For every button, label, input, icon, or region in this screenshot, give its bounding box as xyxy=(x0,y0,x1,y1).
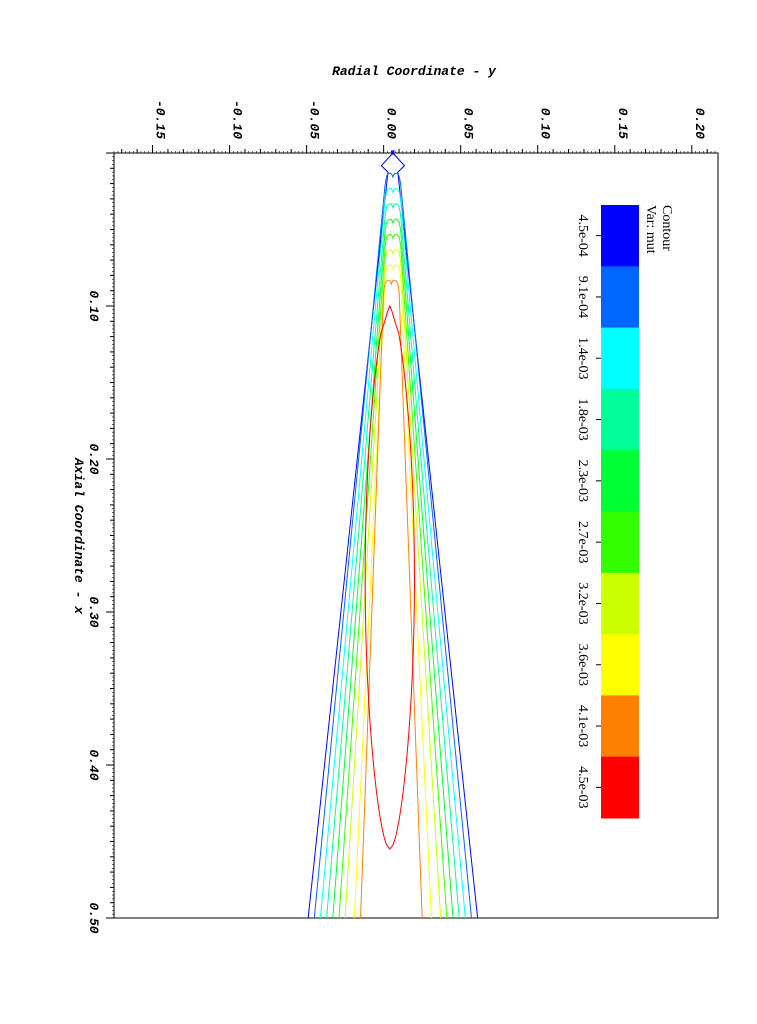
y-tick-label: -0.05 xyxy=(307,100,322,139)
contour-line-9.1e-04 xyxy=(313,172,472,919)
legend-title: Contour xyxy=(659,205,674,251)
contour-line-1.8e-03 xyxy=(326,203,460,919)
legend-swatch xyxy=(601,327,639,390)
legend-label: 1.4e-03 xyxy=(575,337,590,379)
legend-label: 4.5e-03 xyxy=(575,766,590,808)
contour-line-1.4e-03 xyxy=(319,188,466,919)
y-tick-label: 0.15 xyxy=(615,108,630,139)
legend-swatch xyxy=(601,634,639,696)
x-tick-label: 0.40 xyxy=(86,749,101,780)
contour-line-2.7e-03 xyxy=(338,233,448,919)
legend-label: 4.5e-04 xyxy=(575,214,590,256)
legend-swatch xyxy=(601,572,639,635)
contour-line-2.3e-03 xyxy=(332,218,454,919)
y-axis-title: Radial Coordinate - y xyxy=(332,64,497,79)
legend-label: 2.7e-03 xyxy=(575,521,590,563)
legend-swatch xyxy=(601,511,639,574)
legend-label: 1.8e-03 xyxy=(575,398,590,440)
legend-label: 3.6e-03 xyxy=(575,644,590,686)
legend-swatch xyxy=(601,695,639,758)
legend-label: 2.3e-03 xyxy=(575,460,590,502)
x-tick-label: 0.50 xyxy=(86,902,101,933)
contour-line-4.5e-04 xyxy=(307,149,479,919)
legend: 4.5e-04 9.1e-04 1.4e-03 1.8e-03 2.3e-03 2.7e-… xyxy=(575,205,674,819)
legend-label: 3.2e-03 xyxy=(575,582,590,624)
y-tick-label: -0.10 xyxy=(230,100,245,139)
contour-lines xyxy=(307,149,479,919)
y-tick-label: 0.05 xyxy=(461,108,476,139)
y-tick-label: 0.20 xyxy=(692,108,707,139)
axes: -0.15 -0.10 -0.05 0.00 0.05 0.10 0.15 0.20 0.10 0… xyxy=(86,100,719,934)
contour-line-3.6e-03 xyxy=(353,264,432,919)
legend-label: 9.1e-04 xyxy=(575,276,590,318)
y-tick-label: -0.15 xyxy=(153,100,168,139)
legend-swatch xyxy=(601,756,639,819)
legend-label: 4.1e-03 xyxy=(575,705,590,747)
y-tick-label: 0.00 xyxy=(384,108,399,139)
legend-swatch xyxy=(601,266,639,329)
x-tick-label: 0.10 xyxy=(86,290,101,321)
contour-line-3.2e-03 xyxy=(344,249,442,919)
x-tick-label: 0.30 xyxy=(86,596,101,627)
legend-variable: Var: mut xyxy=(643,205,658,254)
x-tick-label: 0.20 xyxy=(86,443,101,474)
legend-swatch xyxy=(601,388,639,451)
y-tick-label: 0.10 xyxy=(538,108,553,139)
contour-line-4.5e-03 xyxy=(364,304,415,850)
legend-swatch xyxy=(601,450,639,512)
legend-swatch xyxy=(601,205,639,267)
contour-line-4.1e-03 xyxy=(360,279,423,919)
x-axis-title: Axial Coordinate - x xyxy=(71,457,86,615)
